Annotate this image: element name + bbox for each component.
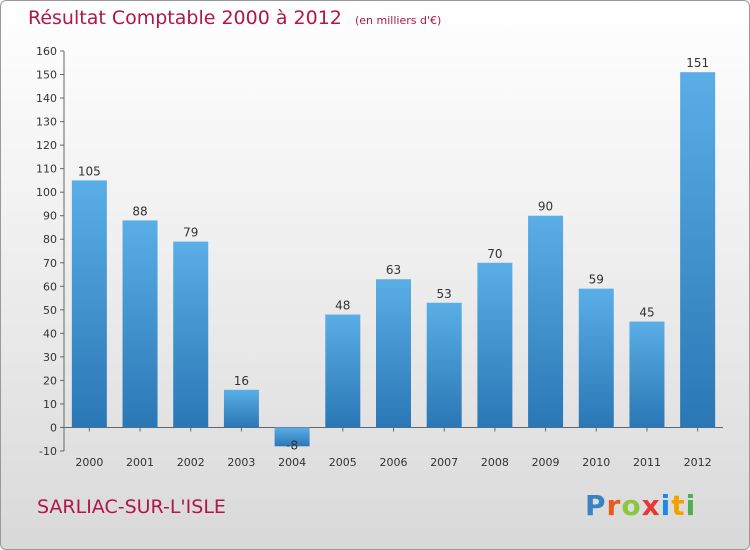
data-label: 151 xyxy=(686,56,709,70)
y-tick-label: 30 xyxy=(43,351,57,364)
logo-letter: i xyxy=(660,489,672,522)
data-label: 70 xyxy=(487,247,502,261)
x-tick-label: 2011 xyxy=(633,456,661,469)
bar xyxy=(629,321,665,428)
bar xyxy=(680,72,716,428)
data-label: -8 xyxy=(286,438,298,452)
data-label: 16 xyxy=(234,374,249,388)
data-label: 53 xyxy=(437,287,452,301)
y-tick-label: 0 xyxy=(50,421,57,434)
y-tick-label: 100 xyxy=(36,186,57,199)
x-tick-label: 2001 xyxy=(126,456,154,469)
bar xyxy=(223,389,259,428)
title-row: Résultat Comptable 2000 à 2012 (en milli… xyxy=(28,7,441,29)
y-tick-label: 150 xyxy=(36,69,57,82)
y-tick-label: 70 xyxy=(43,257,57,270)
data-label: 63 xyxy=(386,263,401,277)
data-label: 45 xyxy=(639,306,654,320)
bar xyxy=(477,262,513,428)
y-tick-label: -10 xyxy=(39,445,57,458)
y-tick-label: 140 xyxy=(36,92,57,105)
y-tick-label: 160 xyxy=(36,45,57,58)
chart-subtitle: (en milliers d'€) xyxy=(354,14,442,27)
y-tick-label: 60 xyxy=(43,280,57,293)
y-tick-label: 110 xyxy=(36,163,57,176)
y-tick-label: 10 xyxy=(43,398,57,411)
data-label: 48 xyxy=(335,299,350,313)
logo-letter: o xyxy=(621,489,642,522)
x-tick-label: 2005 xyxy=(329,456,357,469)
x-tick-label: 2004 xyxy=(278,456,306,469)
bar xyxy=(173,241,209,428)
bar xyxy=(578,288,614,428)
y-tick-label: 80 xyxy=(43,233,57,246)
data-label: 105 xyxy=(78,164,101,178)
x-tick-label: 2009 xyxy=(532,456,560,469)
x-tick-label: 2008 xyxy=(481,456,509,469)
logo-letter: x xyxy=(641,489,661,522)
y-tick-label: 40 xyxy=(43,327,57,340)
data-label: 59 xyxy=(589,273,604,287)
bar xyxy=(528,215,564,428)
y-tick-label: 50 xyxy=(43,304,57,317)
x-tick-label: 2007 xyxy=(430,456,458,469)
x-tick-label: 2012 xyxy=(684,456,712,469)
bar xyxy=(71,180,107,428)
commune-name: SARLIAC-SUR-L'ISLE xyxy=(37,496,226,518)
x-tick-label: 2000 xyxy=(75,456,103,469)
x-tick-label: 2006 xyxy=(380,456,408,469)
y-tick-label: 20 xyxy=(43,374,57,387)
y-tick-label: 90 xyxy=(43,210,57,223)
logo-letter: r xyxy=(606,489,622,522)
logo-letter: i xyxy=(685,489,697,522)
bar xyxy=(426,302,462,428)
proxiti-logo[interactable]: Proxiti xyxy=(585,489,696,522)
data-label: 90 xyxy=(538,200,553,214)
bar xyxy=(274,427,310,447)
bar xyxy=(325,314,361,428)
logo-letter: t xyxy=(671,489,686,522)
x-tick-label: 2003 xyxy=(227,456,255,469)
data-label: 79 xyxy=(183,226,198,240)
data-label: 88 xyxy=(132,204,147,218)
logo-letter: P xyxy=(585,489,607,522)
x-tick-label: 2002 xyxy=(177,456,205,469)
y-tick-label: 120 xyxy=(36,139,57,152)
bar xyxy=(376,279,411,428)
bar xyxy=(122,220,158,428)
y-tick-label: 130 xyxy=(36,116,57,129)
chart-title: Résultat Comptable 2000 à 2012 xyxy=(28,7,342,29)
x-tick-label: 2010 xyxy=(582,456,610,469)
